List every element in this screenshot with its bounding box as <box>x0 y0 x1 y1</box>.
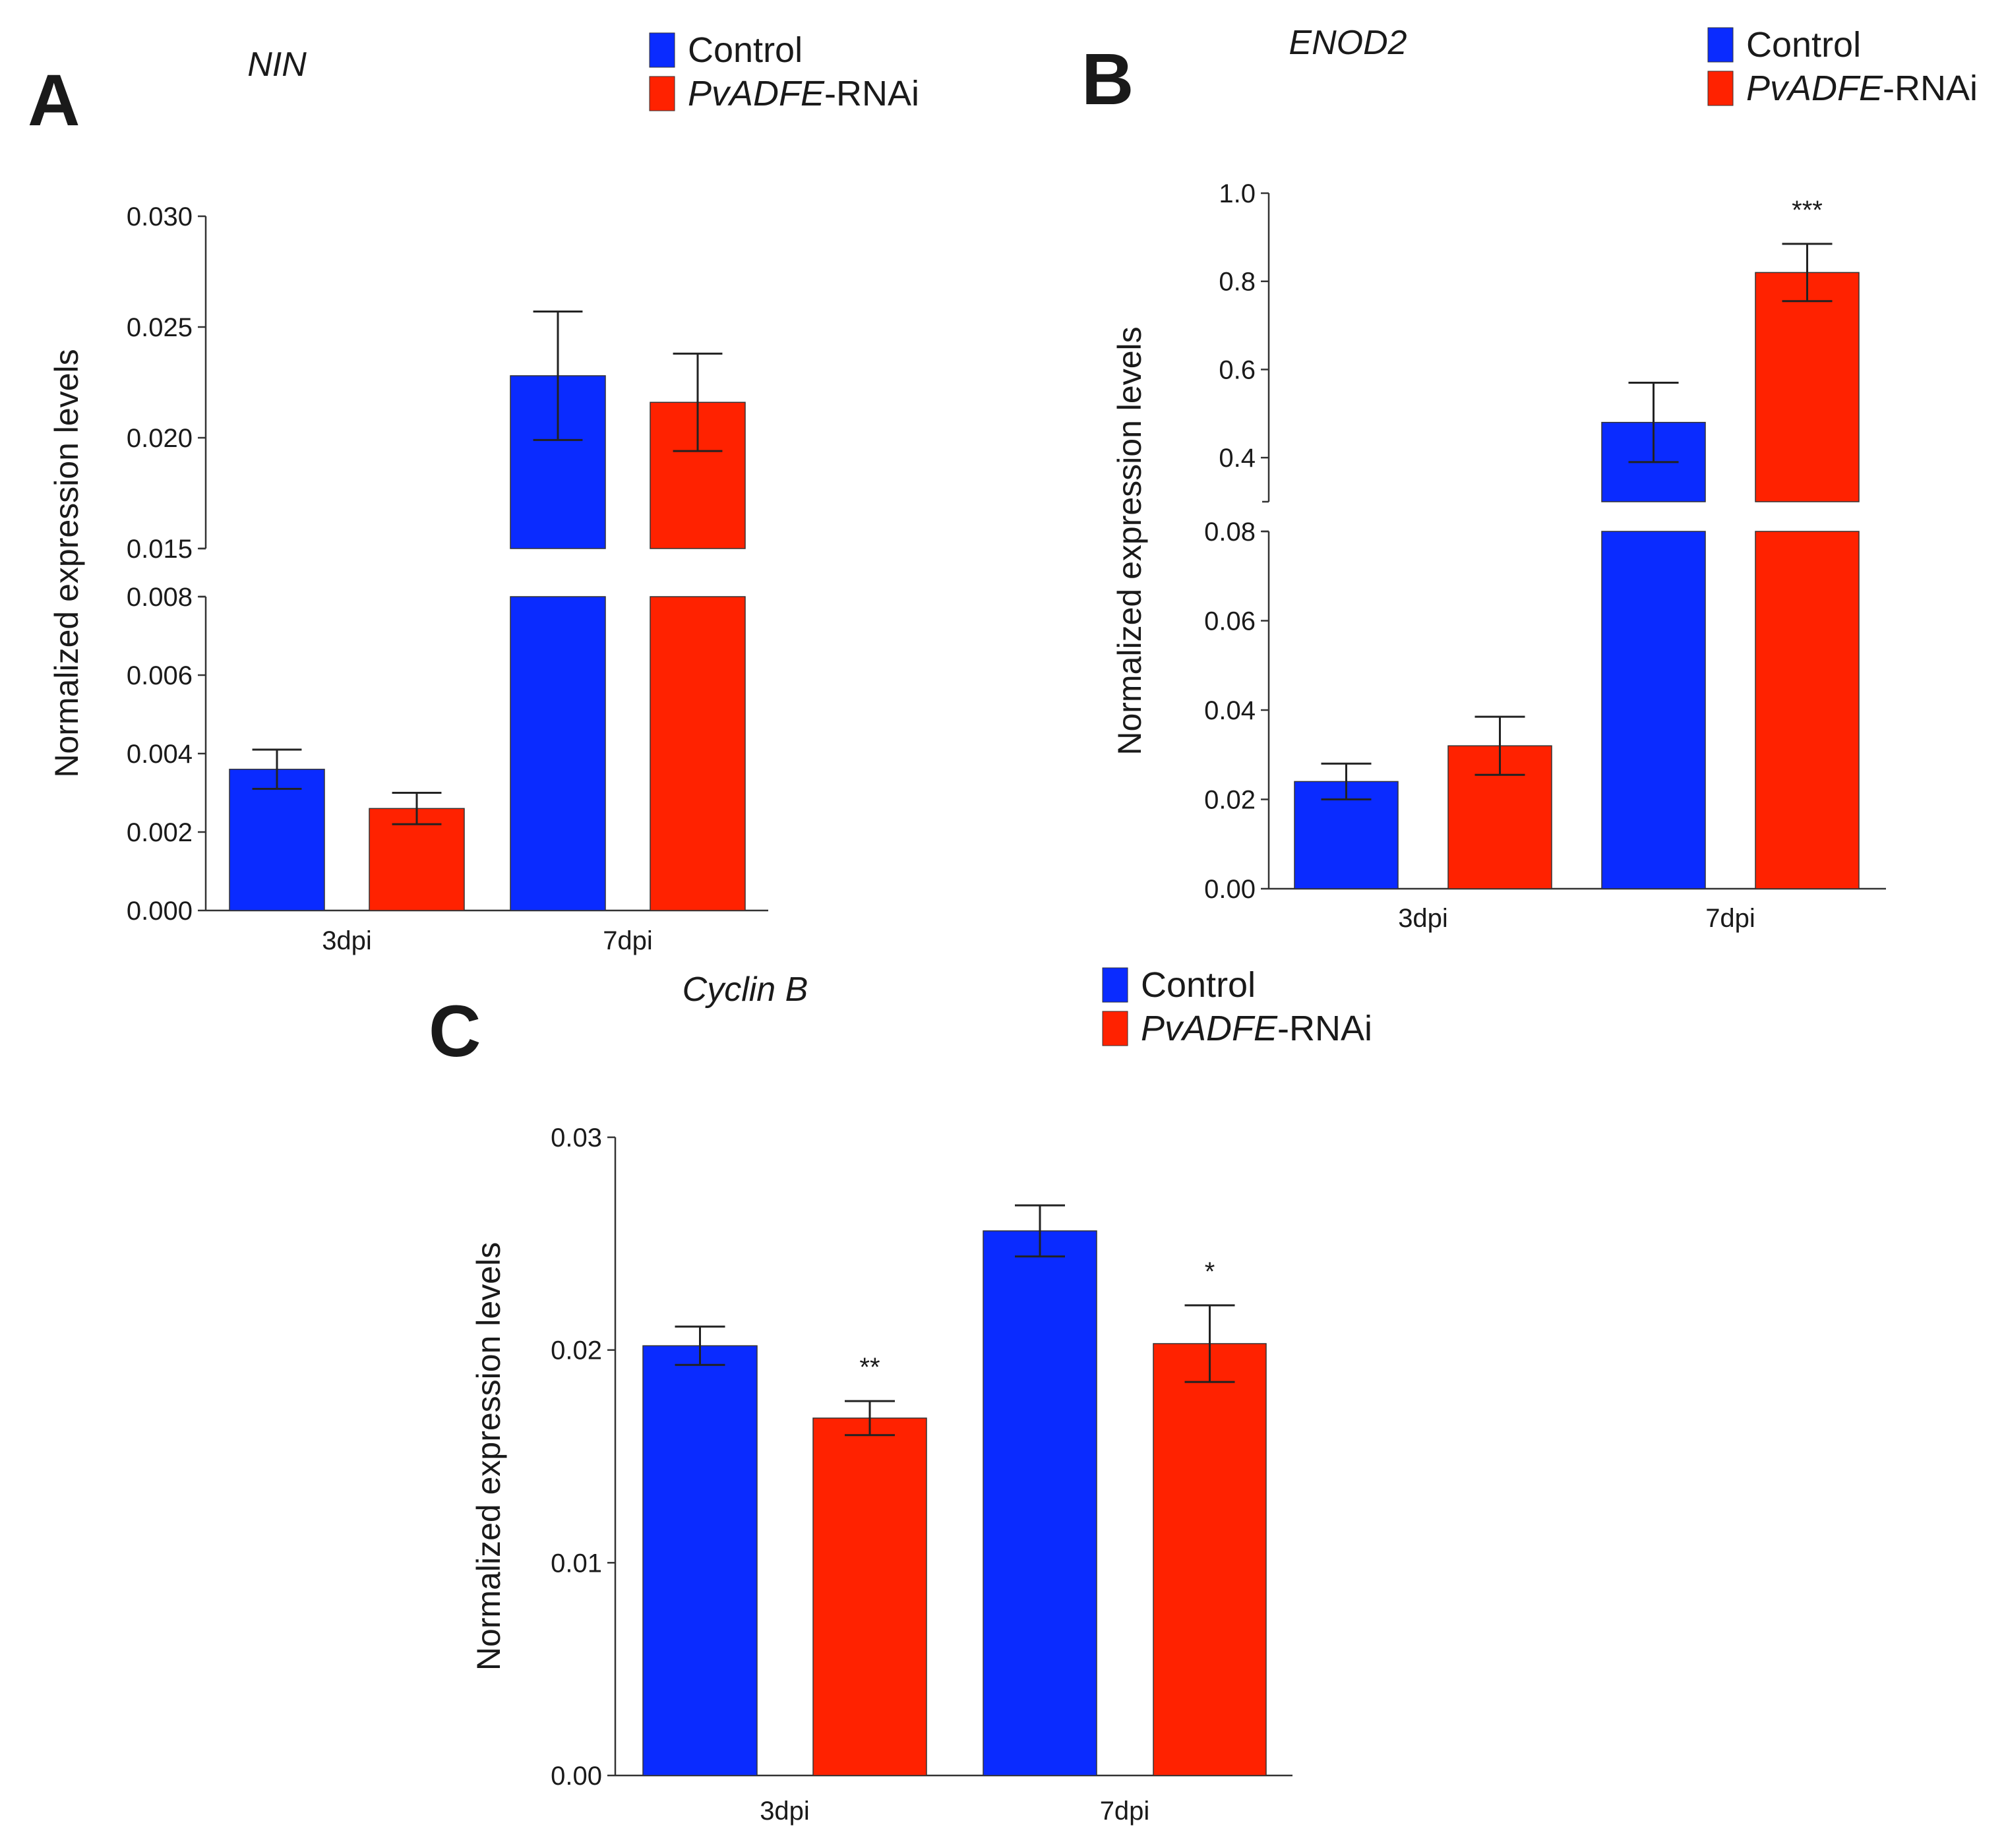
bar-control-3dpi <box>642 1345 758 1776</box>
error-bar <box>533 310 583 441</box>
error-bar <box>673 352 723 452</box>
bar-rnai-7dpi-lower <box>1755 531 1860 889</box>
axes: 0.00 0.01 0.02 0.03 3dpi 7dpi <box>551 1123 1292 1826</box>
error-bar <box>675 1325 725 1366</box>
y-tick-label: 0.025 <box>127 313 193 342</box>
bar-control-3dpi <box>229 769 325 911</box>
bar-rnai-7dpi-upper <box>1755 272 1860 502</box>
y-tick-label: 0.01 <box>551 1549 602 1578</box>
error-bar <box>1628 381 1679 463</box>
x-tick-label: 3dpi <box>1398 904 1448 933</box>
y-tick-label: 0.004 <box>127 740 193 769</box>
panel-letter: B <box>1081 39 1134 120</box>
error-bar <box>392 792 442 825</box>
legend-label: PvADFE-RNAi <box>1746 69 1978 108</box>
significance-label: *** <box>1792 196 1823 225</box>
legend-swatch-rnai <box>1707 71 1734 106</box>
legend-swatch-control <box>649 32 675 68</box>
bar-rnai-7dpi-lower <box>650 596 746 911</box>
x-tick-label: 3dpi <box>760 1797 810 1826</box>
chart-title: ENOD2 <box>1289 24 1407 62</box>
y-tick-label: 0.008 <box>127 583 193 612</box>
y-tick-label: 0.006 <box>127 661 193 690</box>
y-axis-label: Normalized expression levels <box>1111 326 1148 755</box>
y-tick-label: 0.03 <box>551 1123 602 1152</box>
y-axis-label: Normalized expression levels <box>48 349 85 777</box>
error-bar <box>1184 1304 1235 1383</box>
y-tick-label: 0.00 <box>551 1762 602 1791</box>
panel-letter: C <box>429 991 481 1072</box>
y-tick-label: 0.015 <box>127 535 193 564</box>
x-tick-label: 7dpi <box>1705 904 1755 933</box>
legend: Control PvADFE-RNAi <box>1707 25 1978 108</box>
bar-rnai-3dpi <box>812 1417 927 1776</box>
chart-title: Cyclin B <box>683 970 808 1009</box>
y-tick-label: 0.02 <box>551 1336 602 1365</box>
y-tick-label: 0.06 <box>1204 607 1256 636</box>
panel-b-chart: B ENOD2 Control PvADFE-RNAi Normalized expre… <box>1081 24 1978 933</box>
legend-swatch-rnai <box>649 76 675 111</box>
y-tick-label: 0.04 <box>1204 696 1256 725</box>
y-tick-label: 0.08 <box>1204 518 1256 547</box>
bars: *** <box>642 1204 1267 1776</box>
y-tick-label: 0.8 <box>1219 268 1256 297</box>
legend-swatch-control <box>1707 27 1734 63</box>
bar-control-7dpi-lower <box>510 596 606 911</box>
error-bar <box>845 1400 895 1437</box>
y-axis-label: Normalized expression levels <box>470 1242 507 1671</box>
legend: Control PvADFE-RNAi <box>1102 965 1372 1048</box>
legend-swatch-control <box>1102 967 1128 1003</box>
y-tick-label: 0.4 <box>1219 444 1256 473</box>
chart-title: NIN <box>247 45 307 84</box>
x-tick-label: 7dpi <box>603 926 653 955</box>
y-tick-label: 1.0 <box>1219 179 1256 208</box>
panel-c-chart: C Cyclin B Control PvADFE-RNAi Normalized ex… <box>429 965 1372 1826</box>
bar-control-7dpi-lower <box>1601 531 1706 889</box>
significance-label: ** <box>859 1353 880 1382</box>
bars: *** <box>1294 196 1860 889</box>
panel-a-chart: A NIN Control PvADFE-RNAi Normalized express… <box>28 30 919 955</box>
y-tick-label: 0.030 <box>127 202 193 231</box>
bars <box>229 310 746 911</box>
y-tick-label: 0.000 <box>127 897 193 926</box>
error-bar <box>1782 243 1833 303</box>
bar-rnai-7dpi <box>1153 1343 1267 1776</box>
y-tick-label: 0.02 <box>1204 786 1256 815</box>
error-bar <box>1474 715 1525 776</box>
error-bar <box>1321 762 1372 800</box>
panel-letter: A <box>28 60 80 141</box>
x-tick-label: 7dpi <box>1100 1797 1150 1826</box>
legend-label: Control <box>688 30 803 70</box>
legend-label: PvADFE-RNAi <box>1141 1009 1372 1048</box>
y-tick-label: 0.002 <box>127 818 193 847</box>
error-bar <box>1015 1204 1065 1258</box>
bar-control-7dpi <box>983 1230 1097 1776</box>
legend-swatch-rnai <box>1102 1011 1128 1046</box>
bar-rnai-3dpi <box>369 808 465 911</box>
significance-label: * <box>1205 1257 1215 1286</box>
y-tick-label: 0.020 <box>127 424 193 453</box>
y-tick-label: 0.6 <box>1219 355 1256 384</box>
y-tick-label: 0.00 <box>1204 875 1256 904</box>
x-tick-label: 3dpi <box>322 926 372 955</box>
legend-label: Control <box>1141 965 1256 1005</box>
legend-label: Control <box>1746 25 1861 65</box>
legend-label: PvADFE-RNAi <box>688 74 919 113</box>
error-bar <box>252 748 302 790</box>
legend: Control PvADFE-RNAi <box>649 30 919 113</box>
